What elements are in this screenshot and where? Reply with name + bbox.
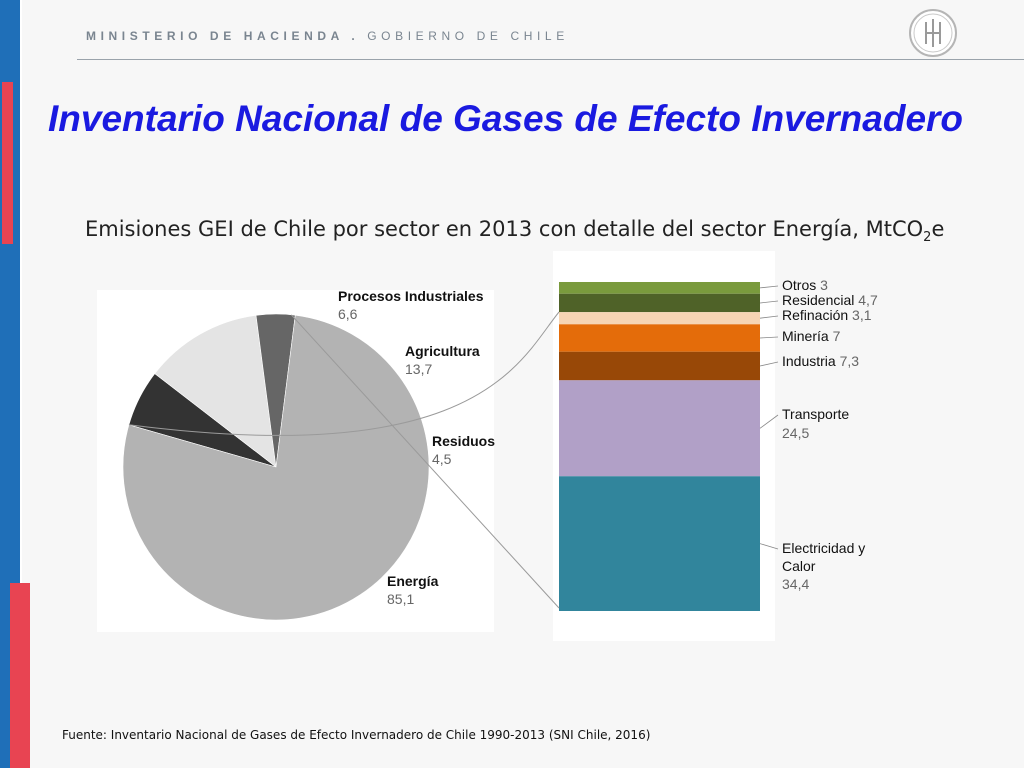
left-accent-line bbox=[20, 0, 22, 768]
subtitle-text: Emisiones GEI de Chile por sector en 201… bbox=[85, 217, 924, 241]
bar-segment-industria bbox=[559, 351, 760, 381]
pie-label-residuos: Residuos bbox=[432, 433, 495, 449]
pie-value-energia: 85,1 bbox=[387, 591, 414, 607]
bar-leader-refinacion bbox=[759, 315, 779, 319]
bar-value-refinacion: 3,1 bbox=[852, 307, 872, 323]
bar-value-transporte: 24,5 bbox=[782, 425, 809, 441]
subtitle-subscript: 2 bbox=[923, 230, 932, 246]
bar-label-refinacion: Refinación 3,1 bbox=[782, 307, 872, 323]
connector-top bbox=[128, 311, 560, 436]
header-divider bbox=[77, 59, 1024, 60]
bar-value-mineria: 7 bbox=[833, 328, 841, 344]
red-accent-top bbox=[2, 82, 13, 244]
bar-value-residencial: 4,7 bbox=[858, 292, 878, 308]
bar-leader-otros bbox=[759, 285, 779, 289]
organization-header: MINISTERIO DE HACIENDA . GOBIERNO DE CHI… bbox=[86, 29, 569, 43]
connector-bottom bbox=[290, 314, 560, 609]
org-name: MINISTERIO DE HACIENDA . bbox=[86, 29, 360, 43]
bar-leader-mineria bbox=[759, 336, 779, 339]
bar-leader-residencial bbox=[759, 300, 779, 304]
bar-label-electricidad-y-calor: Electricidad y Calor bbox=[782, 540, 865, 574]
bar-label-residencial: Residencial 4,7 bbox=[782, 292, 878, 308]
bar-label-mineria: Minería 7 bbox=[782, 328, 841, 344]
bar-label-industria: Industria 7,3 bbox=[782, 353, 859, 369]
slide-title: Inventario Nacional de Gases de Efecto I… bbox=[48, 98, 964, 139]
org-government: GOBIERNO DE CHILE bbox=[367, 29, 569, 43]
bar-segment-mineria bbox=[559, 324, 760, 352]
pie-value-residuos: 4,5 bbox=[432, 451, 452, 467]
pie-label-procesos-industriales: Procesos Industriales bbox=[338, 288, 484, 304]
bar-segment-electricidad-y-calor bbox=[559, 476, 760, 611]
bar-value-electricidad-y-calor: 34,4 bbox=[782, 576, 809, 592]
bar-segment-otros bbox=[559, 282, 760, 294]
pie-value-agricultura: 13,7 bbox=[405, 361, 432, 377]
pie-label-agricultura: Agricultura bbox=[405, 343, 480, 359]
pie-label-energia: Energía bbox=[387, 573, 439, 589]
pie-slice-agricultura bbox=[154, 314, 277, 468]
bar-segment-refinacion bbox=[559, 312, 760, 325]
subtitle-suffix: e bbox=[931, 217, 945, 241]
bar-value-otros: 3 bbox=[820, 277, 828, 293]
bar-label-otros: Otros 3 bbox=[782, 277, 828, 293]
pie-value-procesos-industriales: 6,6 bbox=[338, 306, 358, 322]
bar-leader-electricidad-y-calor bbox=[759, 543, 779, 550]
pie-slice-energia bbox=[122, 314, 430, 621]
red-accent-bottom bbox=[10, 583, 30, 768]
chart-subtitle: Emisiones GEI de Chile por sector en 201… bbox=[85, 217, 944, 245]
bar-leader-transporte bbox=[759, 414, 779, 429]
bar-value-industria: 7,3 bbox=[840, 353, 860, 369]
bar-leader-industria bbox=[759, 361, 779, 367]
ministry-seal-icon bbox=[909, 9, 957, 57]
source-note: Fuente: Inventario Nacional de Gases de … bbox=[62, 728, 651, 742]
bar-segment-transporte bbox=[559, 380, 760, 477]
bar-label-transporte: Transporte bbox=[782, 406, 849, 422]
bar-segment-residencial bbox=[559, 293, 760, 313]
